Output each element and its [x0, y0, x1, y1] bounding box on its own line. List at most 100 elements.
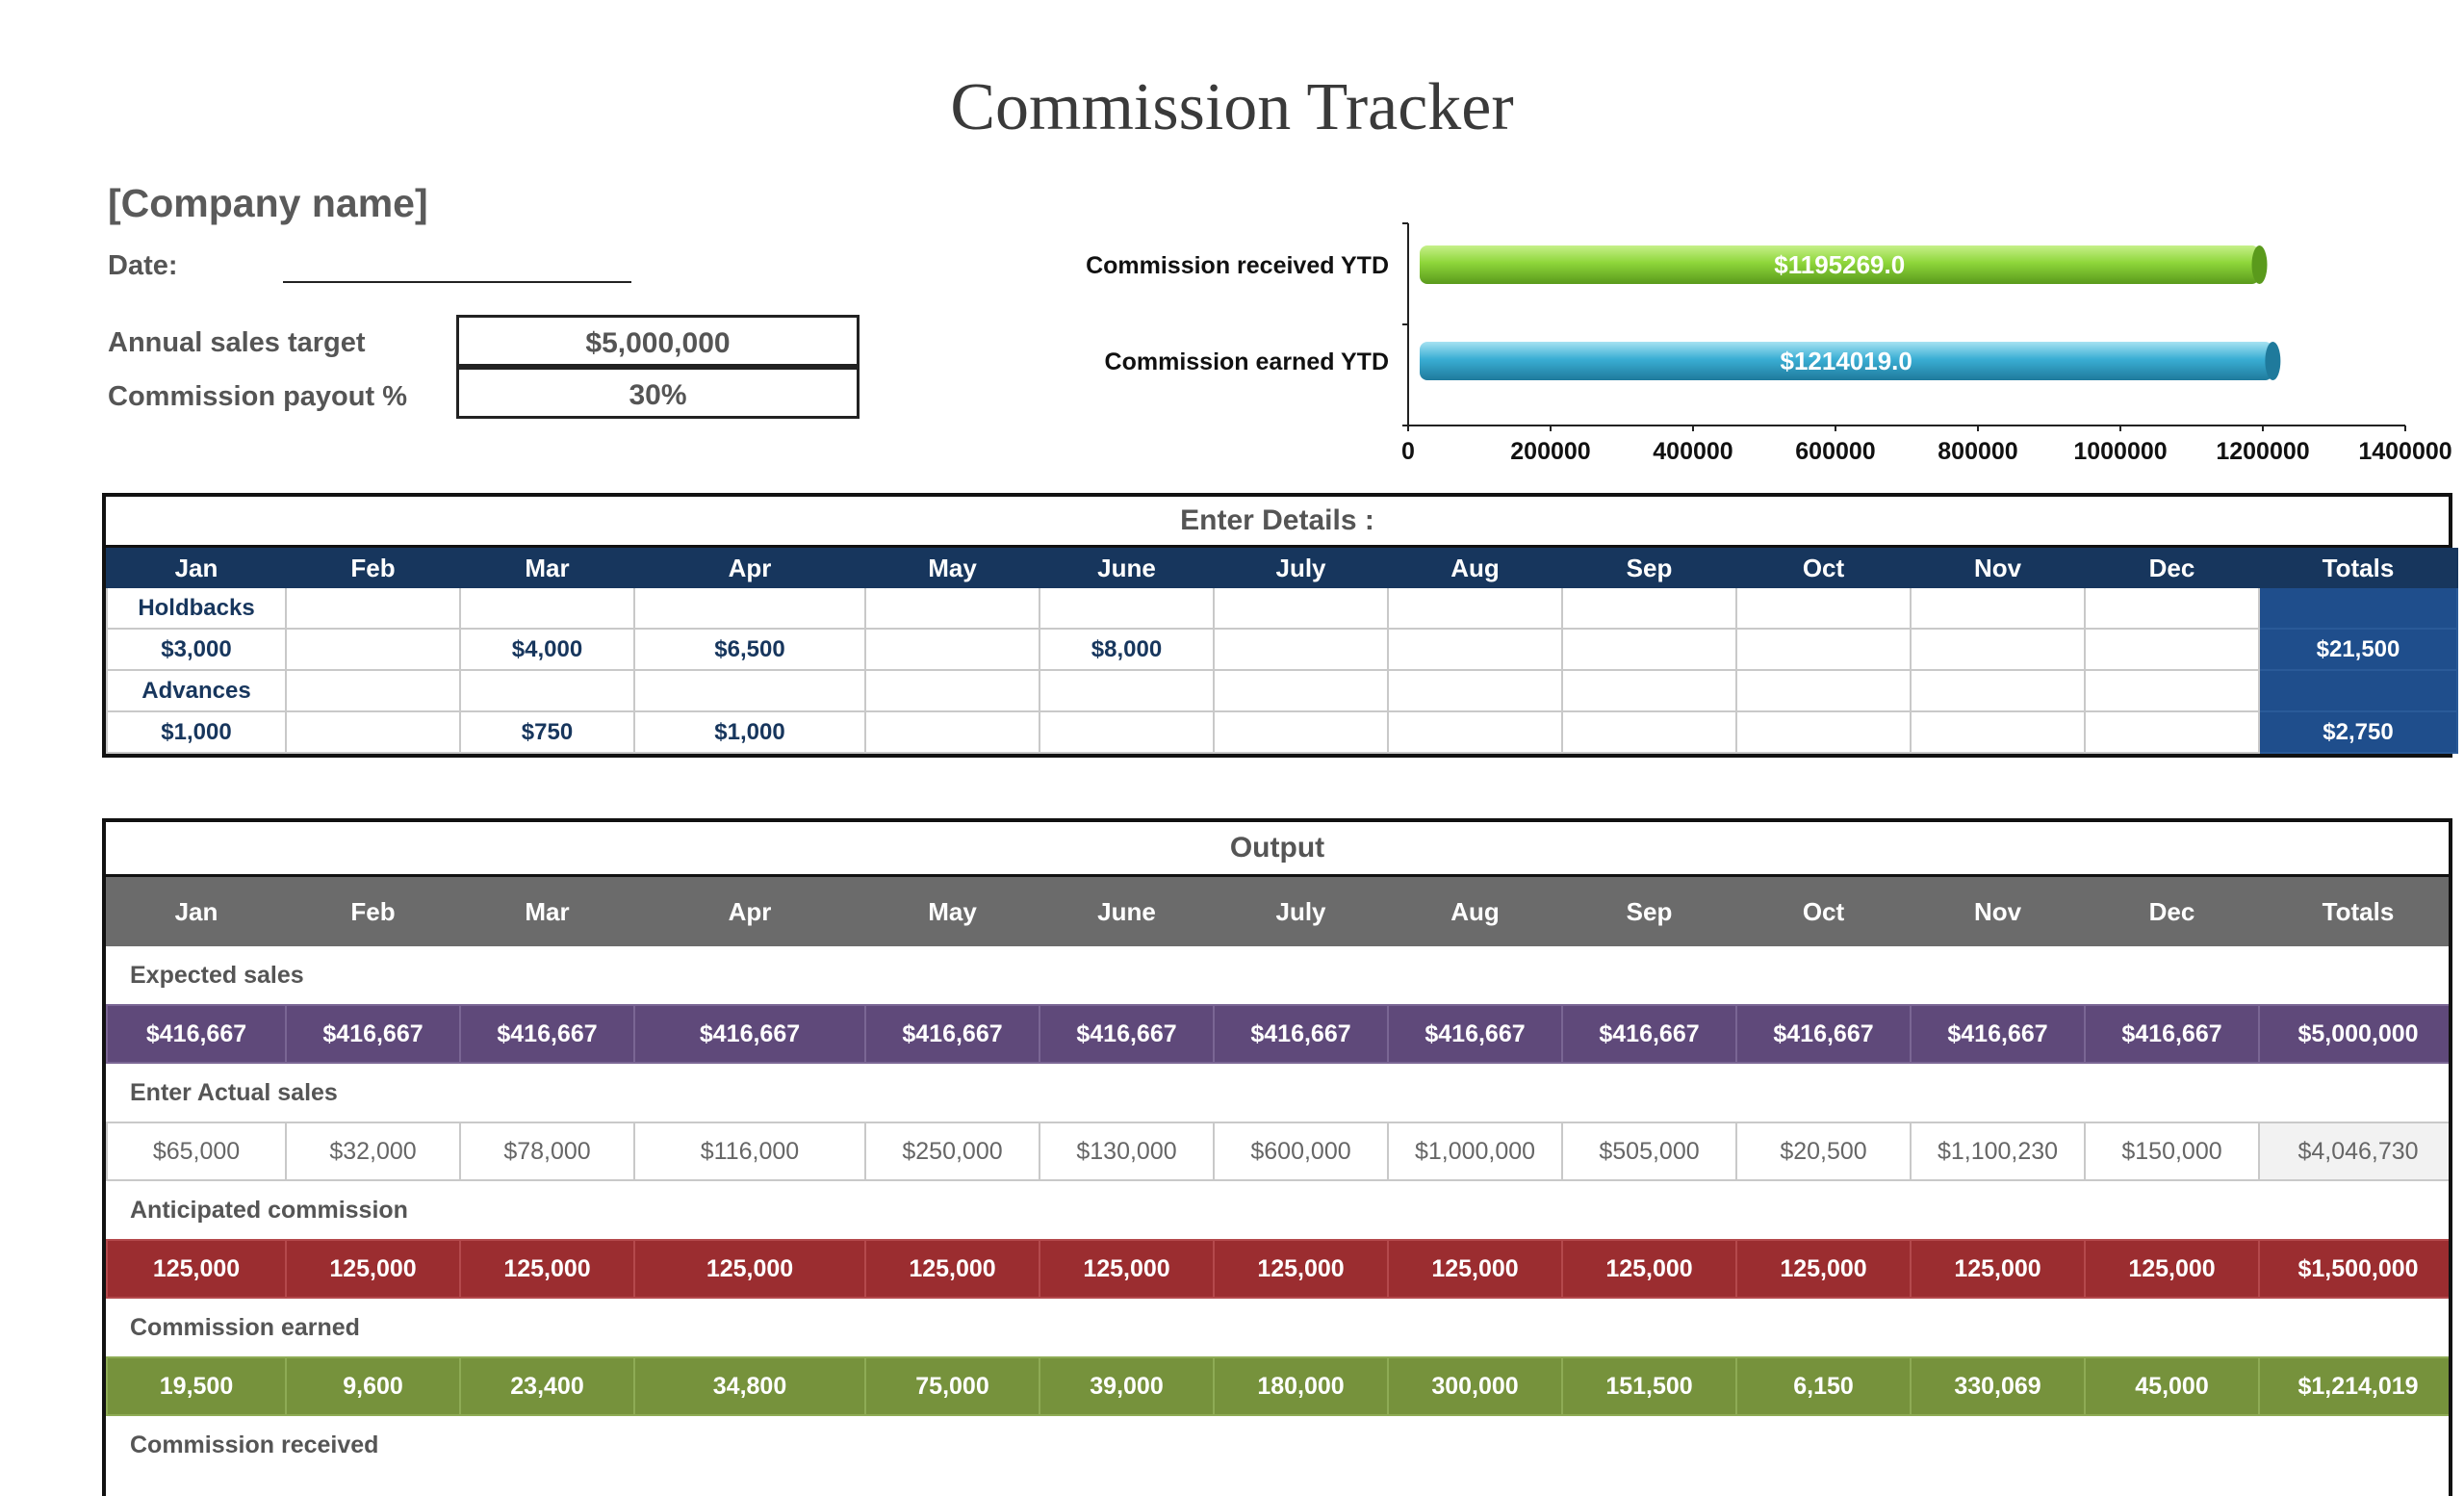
date-field[interactable] — [283, 281, 631, 283]
actual-sales-cell[interactable]: $65,000 — [106, 1122, 287, 1181]
expected-sales-label-row: Expected sales — [107, 945, 2449, 1005]
anticipated-commission-cell: 125,000 — [1387, 1239, 1563, 1299]
month-header-sep: Sep — [1561, 548, 1737, 588]
details-cell[interactable] — [459, 669, 635, 712]
holdbacks-cell[interactable] — [864, 628, 1040, 671]
actual-sales-cell[interactable]: $78,000 — [459, 1122, 635, 1181]
details-cell[interactable] — [1039, 586, 1215, 630]
details-cell[interactable] — [1735, 586, 1912, 630]
details-cell[interactable] — [2084, 669, 2260, 712]
details-cell[interactable] — [1387, 669, 1563, 712]
advances-cell[interactable] — [285, 710, 461, 754]
x-tick-label: 200000 — [1510, 438, 1590, 465]
actual-sales-cell[interactable]: $32,000 — [285, 1122, 461, 1181]
advances-cell[interactable] — [1213, 710, 1389, 754]
actual-sales-cell[interactable]: $505,000 — [1561, 1122, 1737, 1181]
anticipated-commission-cell: 125,000 — [1213, 1239, 1389, 1299]
holdbacks-cell[interactable]: $4,000 — [459, 628, 635, 671]
holdbacks-cell[interactable]: $3,000 — [106, 628, 287, 671]
holdbacks-cell[interactable] — [1561, 628, 1737, 671]
advances-cell[interactable] — [1735, 710, 1912, 754]
actual-sales-cell[interactable]: $130,000 — [1039, 1122, 1215, 1181]
actual-sales-cell[interactable]: $600,000 — [1213, 1122, 1389, 1181]
advances-cell[interactable] — [1910, 710, 2086, 754]
holdbacks-cell[interactable]: $8,000 — [1039, 628, 1215, 671]
actual-sales-cell[interactable]: $150,000 — [2084, 1122, 2260, 1181]
month-header-may: May — [864, 548, 1040, 588]
advances-cell[interactable] — [1387, 710, 1563, 754]
holdbacks-cell[interactable] — [1910, 628, 2086, 671]
advances-cell[interactable]: $1,000 — [106, 710, 287, 754]
details-cell[interactable] — [1735, 669, 1912, 712]
company-name[interactable]: [Company name] — [108, 181, 428, 225]
anticipated-commission-cell: 125,000 — [1735, 1239, 1912, 1299]
expected-sales-cell: $416,667 — [633, 1004, 866, 1064]
details-cell[interactable] — [1561, 586, 1737, 630]
output-title: Output — [106, 822, 2449, 877]
holdbacks-cell[interactable] — [1387, 628, 1563, 671]
details-cell[interactable] — [864, 669, 1040, 712]
holdbacks-cell[interactable]: $6,500 — [633, 628, 866, 671]
advances-cell[interactable] — [2084, 710, 2260, 754]
details-cell[interactable] — [1213, 586, 1389, 630]
expected-sales-cell: $416,667 — [2084, 1004, 2260, 1064]
advances-cell[interactable]: $1,000 — [633, 710, 866, 754]
month-header-june: June — [1039, 877, 1215, 946]
anticipated-commission-total: $1,500,000 — [2258, 1239, 2449, 1299]
commission-earned-cell: 330,069 — [1910, 1356, 2086, 1416]
output-section: Output Jan Feb Mar Apr May June July Aug Sep Oct N… — [102, 818, 2452, 1496]
advances-cell[interactable] — [1039, 710, 1215, 754]
expected-sales-label: Expected sales — [107, 945, 2449, 1005]
month-header-jan: Jan — [106, 548, 287, 588]
page-title: Commission Tracker — [950, 70, 1514, 144]
holdbacks-cell[interactable] — [285, 628, 461, 671]
month-header-jan: Jan — [106, 877, 287, 946]
details-cell[interactable] — [1910, 669, 2086, 712]
month-header-oct: Oct — [1735, 548, 1912, 588]
advances-cell[interactable] — [864, 710, 1040, 754]
month-header-nov: Nov — [1910, 548, 2086, 588]
advances-cell[interactable] — [1561, 710, 1737, 754]
details-cell[interactable] — [285, 669, 461, 712]
details-cell[interactable] — [2084, 586, 2260, 630]
expected-sales-total: $5,000,000 — [2258, 1004, 2449, 1064]
holdbacks-row: $3,000 $4,000 $6,500 $8,000 $21,500 — [106, 628, 2458, 671]
details-cell[interactable] — [864, 586, 1040, 630]
details-cell[interactable] — [285, 586, 461, 630]
details-cell[interactable] — [1387, 586, 1563, 630]
details-cell[interactable] — [1910, 586, 2086, 630]
anticipated-commission-label-row: Anticipated commission — [107, 1180, 2449, 1240]
actual-sales-cell[interactable]: $1,100,230 — [1910, 1122, 2086, 1181]
anticipated-commission-cell: 125,000 — [1561, 1239, 1737, 1299]
commission-earned-cell: 34,800 — [633, 1356, 866, 1416]
details-cell[interactable] — [459, 586, 635, 630]
x-tick-label: 1000000 — [2073, 438, 2167, 465]
details-cell[interactable] — [633, 586, 866, 630]
actual-sales-cell[interactable]: $1,000,000 — [1387, 1122, 1563, 1181]
month-header-june: June — [1039, 548, 1215, 588]
advances-label: Advances — [106, 669, 287, 712]
actual-sales-cell[interactable]: $20,500 — [1735, 1122, 1912, 1181]
commission-payout-input[interactable]: 30% — [456, 367, 860, 419]
bar-data-label: $1214019.0 — [1780, 347, 1912, 375]
advances-cell[interactable]: $750 — [459, 710, 635, 754]
actual-sales-total: $4,046,730 — [2258, 1122, 2449, 1181]
holdbacks-label-row: Holdbacks — [106, 586, 2458, 630]
actual-sales-cell[interactable]: $250,000 — [864, 1122, 1040, 1181]
expected-sales-cell: $416,667 — [459, 1004, 635, 1064]
holdbacks-total: $21,500 — [2258, 628, 2458, 671]
x-tick-label: 1400000 — [2358, 438, 2451, 465]
details-cell[interactable] — [633, 669, 866, 712]
details-cell[interactable] — [1213, 669, 1389, 712]
holdbacks-cell[interactable] — [2084, 628, 2260, 671]
expected-sales-cell: $416,667 — [1735, 1004, 1912, 1064]
details-cell[interactable] — [1561, 669, 1737, 712]
details-cell[interactable] — [1039, 669, 1215, 712]
actual-sales-cell[interactable]: $116,000 — [633, 1122, 866, 1181]
annual-sales-target-input[interactable]: $5,000,000 — [456, 315, 860, 367]
category-label: Commission received YTD — [1086, 252, 1389, 279]
anticipated-commission-cell: 125,000 — [864, 1239, 1040, 1299]
anticipated-commission-row: 125,000 125,000 125,000 125,000 125,000 125,0… — [106, 1239, 2449, 1299]
holdbacks-cell[interactable] — [1735, 628, 1912, 671]
holdbacks-cell[interactable] — [1213, 628, 1389, 671]
